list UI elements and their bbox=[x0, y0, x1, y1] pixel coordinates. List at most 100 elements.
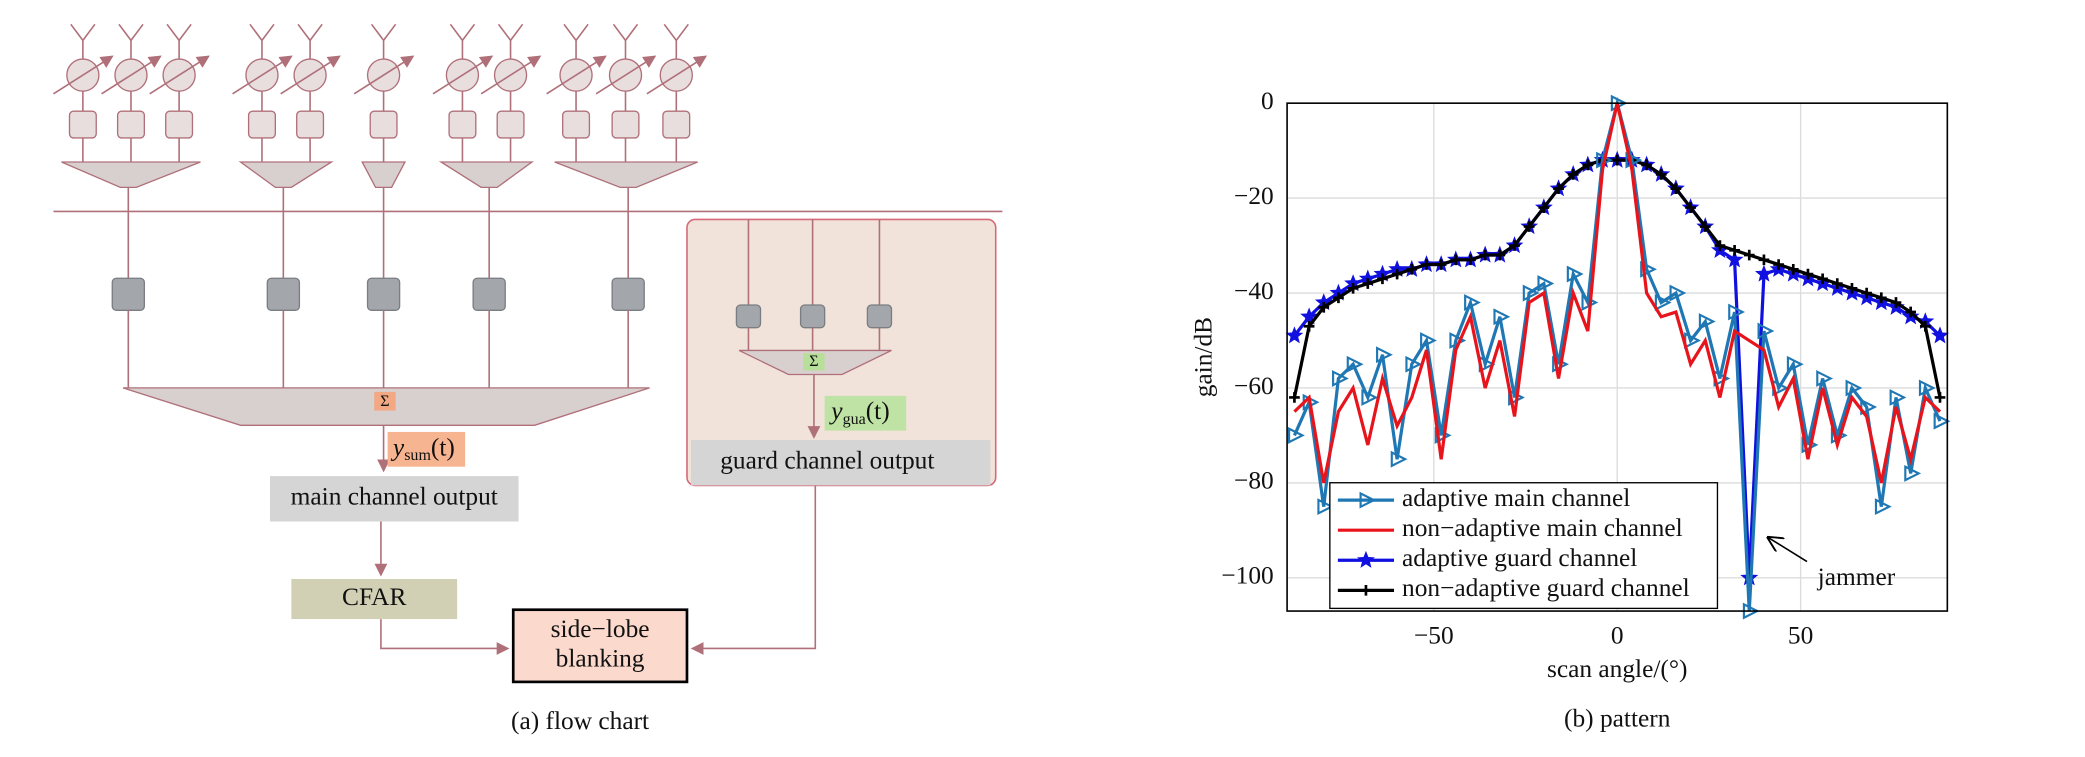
antenna bbox=[563, 23, 589, 60]
label-box bbox=[824, 395, 907, 431]
marker bbox=[1890, 297, 1902, 308]
y-tick-label: −60 bbox=[1234, 372, 1274, 400]
marker bbox=[1303, 320, 1315, 332]
legend-label: non−adaptive main channel bbox=[1402, 514, 1683, 542]
marker bbox=[1464, 294, 1481, 311]
marker bbox=[1625, 151, 1643, 169]
marker bbox=[1435, 259, 1447, 270]
marker bbox=[1359, 491, 1377, 509]
marker bbox=[1493, 308, 1511, 326]
y-tick-label: 0 bbox=[1261, 87, 1274, 115]
marker bbox=[1669, 284, 1687, 302]
main-output: main channel output bbox=[291, 483, 498, 511]
caption: (a) flow chart bbox=[511, 707, 649, 735]
marker bbox=[1420, 332, 1437, 349]
marker bbox=[1875, 292, 1887, 304]
marker bbox=[1390, 450, 1408, 468]
marker bbox=[1685, 202, 1696, 213]
marker bbox=[1640, 260, 1657, 278]
marker bbox=[1728, 303, 1745, 321]
ticks: 0 −20 −40 −60 −80 −100 −50 0 50 bbox=[1221, 87, 1813, 650]
subarray-module bbox=[266, 277, 301, 312]
marker bbox=[1405, 355, 1423, 373]
module bbox=[165, 110, 194, 139]
shift-arrow bbox=[546, 55, 607, 95]
marker bbox=[1465, 254, 1476, 266]
marker bbox=[1509, 240, 1520, 251]
antenna bbox=[118, 23, 144, 60]
marker bbox=[1522, 284, 1540, 302]
antenna bbox=[663, 23, 689, 60]
shift-arrow bbox=[101, 55, 162, 95]
marker bbox=[1314, 293, 1333, 311]
arrow bbox=[690, 485, 817, 655]
marker bbox=[1285, 326, 1304, 344]
funnel bbox=[361, 161, 407, 189]
module bbox=[448, 110, 477, 139]
module bbox=[247, 110, 276, 139]
y-axis-label: gain/dB bbox=[1189, 317, 1217, 397]
marker bbox=[1860, 398, 1878, 416]
marker bbox=[1566, 265, 1584, 283]
module bbox=[662, 110, 691, 139]
pattern-chart: 0 −20 −40 −60 −80 −100 −50 0 50 scan angle/(°) g… bbox=[1189, 87, 1951, 732]
marker bbox=[1288, 427, 1305, 444]
y-tick-label: −20 bbox=[1234, 182, 1274, 210]
legend-label: adaptive main channel bbox=[1402, 484, 1630, 512]
marker bbox=[1757, 322, 1775, 340]
marker bbox=[1317, 498, 1335, 516]
antenna bbox=[166, 23, 192, 60]
guard-output: guard channel output bbox=[720, 447, 934, 475]
marker bbox=[1773, 259, 1784, 270]
funnel bbox=[554, 161, 698, 189]
marker bbox=[1802, 268, 1814, 280]
marker bbox=[1725, 250, 1744, 268]
shift-arrow bbox=[480, 55, 542, 95]
marker bbox=[1356, 550, 1375, 568]
blanking-box bbox=[511, 608, 689, 684]
label-box bbox=[387, 431, 466, 467]
marker bbox=[1329, 283, 1348, 301]
marker bbox=[1918, 379, 1936, 397]
marker bbox=[1553, 183, 1564, 194]
marker bbox=[1567, 169, 1579, 180]
subarray-module bbox=[111, 277, 146, 312]
marker bbox=[1300, 307, 1318, 325]
marker bbox=[1655, 169, 1667, 180]
funnel bbox=[438, 161, 534, 189]
x-tick-label: −50 bbox=[1414, 622, 1454, 650]
subarray-module bbox=[472, 277, 506, 312]
marker bbox=[1373, 264, 1392, 282]
marker bbox=[1846, 282, 1858, 294]
cfar-box bbox=[291, 578, 458, 620]
marker bbox=[1289, 392, 1300, 403]
marker bbox=[1391, 268, 1403, 280]
marker bbox=[1344, 274, 1363, 292]
marker bbox=[1523, 221, 1535, 232]
blanking-line: blanking bbox=[556, 644, 645, 672]
module bbox=[369, 110, 398, 139]
marker bbox=[1743, 249, 1755, 261]
marker bbox=[1874, 498, 1892, 516]
y-tick-label: −80 bbox=[1234, 467, 1274, 495]
module bbox=[611, 110, 640, 139]
marker bbox=[1318, 301, 1330, 313]
shift-arrow bbox=[53, 55, 114, 95]
marker bbox=[1699, 221, 1711, 232]
marker bbox=[1537, 275, 1555, 292]
main-output-box bbox=[269, 476, 519, 522]
x-tick-label: 0 bbox=[1611, 622, 1624, 650]
marker bbox=[1358, 269, 1377, 287]
marker bbox=[1421, 259, 1432, 270]
module bbox=[496, 110, 525, 139]
arrow bbox=[380, 619, 510, 655]
marker bbox=[1388, 259, 1407, 277]
marker bbox=[1861, 287, 1872, 299]
shift-arrow bbox=[432, 55, 494, 95]
y-sum-label: ysum(t) bbox=[390, 433, 455, 464]
marker bbox=[1611, 154, 1623, 166]
marker bbox=[1755, 264, 1773, 282]
marker bbox=[1360, 584, 1372, 596]
legend-label: non−adaptive guard channel bbox=[1402, 574, 1690, 602]
